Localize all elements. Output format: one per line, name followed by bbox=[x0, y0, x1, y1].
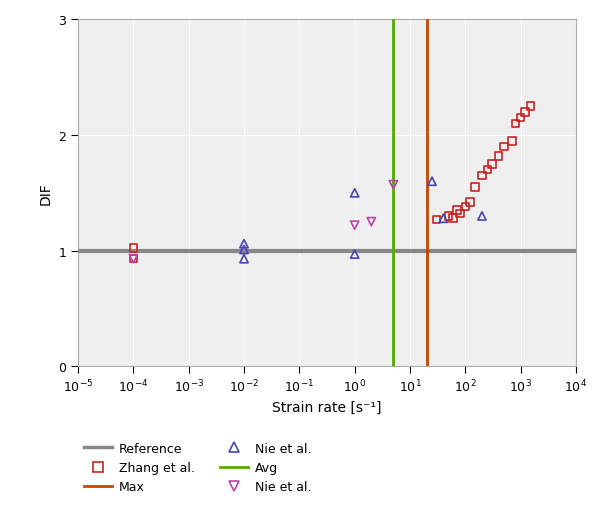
Point bbox=[444, 212, 454, 220]
Point bbox=[350, 250, 359, 259]
Point bbox=[389, 181, 398, 189]
Point bbox=[128, 245, 138, 253]
Legend: Reference, Zhang et al., Max, Nie et al., Avg, Nie et al.: Reference, Zhang et al., Max, Nie et al.… bbox=[84, 442, 311, 493]
Point bbox=[128, 255, 138, 263]
Point bbox=[520, 108, 530, 117]
Point bbox=[487, 160, 497, 168]
Point bbox=[448, 215, 458, 223]
Point bbox=[452, 207, 461, 215]
Point bbox=[455, 210, 465, 218]
Point bbox=[477, 172, 487, 180]
Y-axis label: DIF: DIF bbox=[38, 182, 53, 205]
Point bbox=[465, 199, 475, 207]
Point bbox=[461, 203, 470, 211]
Point bbox=[482, 166, 492, 175]
Point bbox=[494, 152, 503, 160]
Point bbox=[499, 143, 509, 151]
Point bbox=[427, 178, 437, 186]
Point bbox=[507, 137, 517, 146]
Point bbox=[439, 215, 448, 223]
Point bbox=[350, 221, 359, 230]
Point bbox=[239, 240, 249, 248]
Point bbox=[239, 246, 249, 254]
Point bbox=[350, 189, 359, 197]
Point bbox=[511, 120, 520, 128]
Point bbox=[470, 184, 480, 192]
Point bbox=[431, 216, 441, 224]
Point bbox=[516, 115, 526, 123]
Point bbox=[367, 218, 376, 227]
X-axis label: Strain rate [s⁻¹]: Strain rate [s⁻¹] bbox=[272, 401, 382, 414]
Point bbox=[128, 255, 138, 263]
Point bbox=[477, 212, 487, 220]
Point bbox=[239, 255, 249, 263]
Point bbox=[526, 103, 535, 111]
